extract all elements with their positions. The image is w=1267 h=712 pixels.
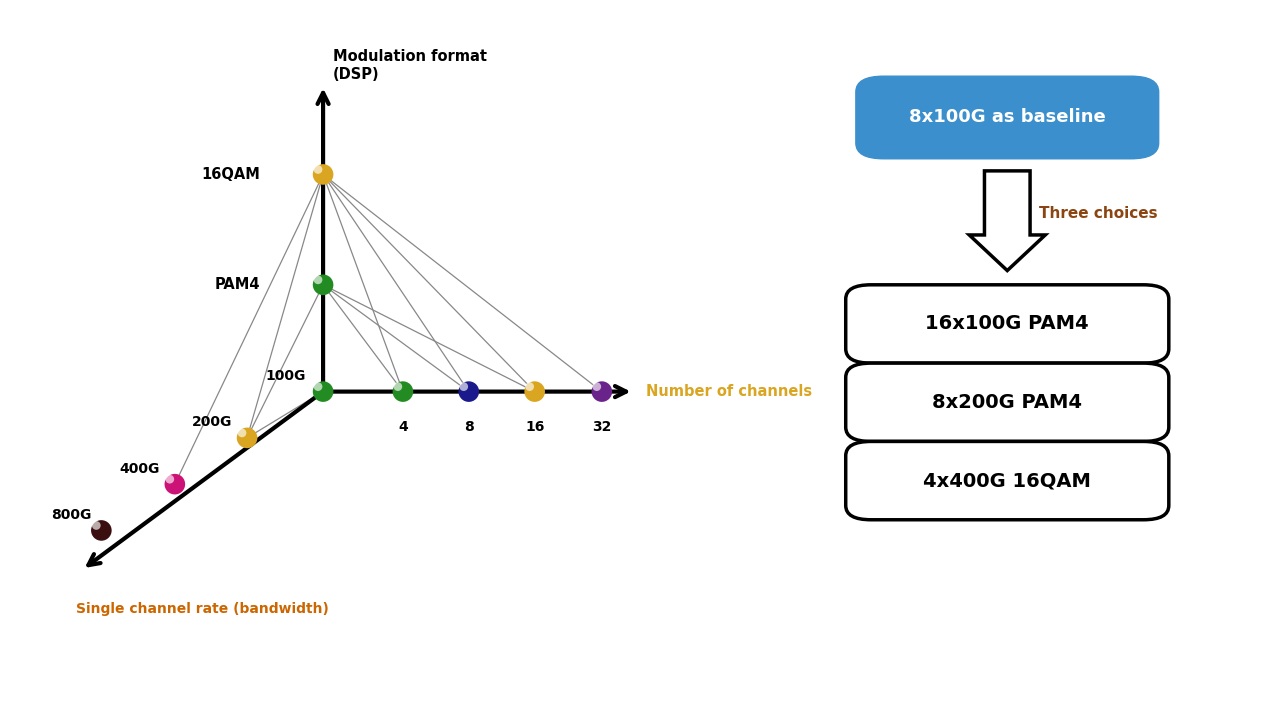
Text: 200G: 200G: [191, 415, 232, 429]
Point: [454, 381, 474, 392]
FancyBboxPatch shape: [846, 285, 1168, 363]
Point: [313, 279, 333, 290]
Text: 8x200G PAM4: 8x200G PAM4: [933, 393, 1082, 412]
Text: Three choices: Three choices: [1039, 206, 1158, 221]
Point: [388, 381, 408, 392]
Point: [160, 473, 180, 485]
Point: [519, 381, 540, 392]
Text: Number of channels: Number of channels: [646, 384, 812, 399]
FancyBboxPatch shape: [856, 76, 1158, 159]
Point: [592, 386, 612, 397]
Polygon shape: [969, 171, 1045, 271]
Text: 32: 32: [592, 420, 612, 434]
Text: 100G: 100G: [265, 369, 305, 383]
Text: 16x100G PAM4: 16x100G PAM4: [925, 315, 1090, 333]
FancyBboxPatch shape: [846, 363, 1168, 441]
Text: 16: 16: [525, 420, 545, 434]
Point: [313, 169, 333, 180]
Text: 4x400G 16QAM: 4x400G 16QAM: [924, 471, 1091, 490]
Text: 400G: 400G: [119, 461, 160, 476]
Text: Single channel rate (bandwidth): Single channel rate (bandwidth): [76, 602, 329, 616]
Point: [86, 520, 106, 531]
Point: [393, 386, 413, 397]
Point: [313, 386, 333, 397]
FancyBboxPatch shape: [846, 441, 1168, 520]
Point: [459, 386, 479, 397]
Text: 8: 8: [464, 420, 474, 434]
Text: 8x100G as baseline: 8x100G as baseline: [908, 108, 1106, 127]
Point: [91, 525, 111, 536]
Text: Modulation format
(DSP): Modulation format (DSP): [333, 49, 488, 82]
Point: [165, 478, 185, 490]
Point: [308, 274, 328, 286]
Point: [232, 427, 252, 439]
Point: [525, 386, 545, 397]
Text: 16QAM: 16QAM: [201, 167, 260, 182]
Point: [237, 432, 257, 444]
Point: [587, 381, 607, 392]
Point: [308, 381, 328, 392]
Text: 4: 4: [398, 420, 408, 434]
Text: 800G: 800G: [51, 508, 91, 522]
Point: [308, 164, 328, 175]
Text: PAM4: PAM4: [214, 277, 260, 293]
